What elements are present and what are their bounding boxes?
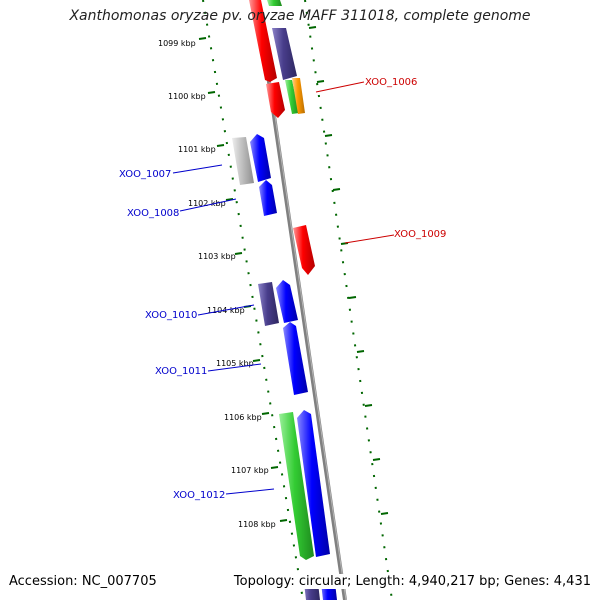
topology-text: Topology: circular; Length: 4,940,217 bp… — [233, 574, 591, 589]
gene-label-xoo-1012[interactable]: XOO_1012 — [173, 490, 225, 501]
tick-label-1100: 1100 kbp — [168, 92, 206, 101]
gene-arrow-green[interactable] — [285, 80, 299, 114]
leader-line — [179, 198, 237, 212]
gene-label-xoo-1010[interactable]: XOO_1010 — [145, 310, 197, 321]
gene-arrow-red[interactable] — [293, 225, 315, 275]
tick-label-1102: 1102 kbp — [188, 199, 226, 208]
gene-arrow-gray[interactable] — [232, 137, 254, 185]
major-tick — [252, 359, 261, 362]
major-tick — [279, 519, 288, 522]
outer-tick — [316, 80, 325, 83]
gene-arrow-green[interactable] — [279, 412, 314, 560]
major-tick — [225, 198, 234, 201]
major-tick — [216, 144, 225, 147]
outer-tick — [308, 26, 317, 29]
gene-label-xoo-1008[interactable]: XOO_1008 — [127, 208, 179, 219]
tick-label-1101: 1101 kbp — [178, 145, 216, 154]
gene-label-xoo-1009[interactable]: XOO_1009 — [394, 229, 446, 240]
leader-line — [207, 363, 262, 372]
gene-arrow-red[interactable] — [249, 0, 277, 82]
outer-tick — [364, 404, 373, 407]
tick-label-1099: 1099 kbp — [158, 39, 196, 48]
gene-arrow-red[interactable] — [266, 82, 285, 118]
gene-arrow-blue[interactable] — [283, 322, 308, 395]
gene-arrow-green[interactable] — [267, 0, 282, 6]
major-tick — [270, 466, 279, 469]
gene-arrow-slate[interactable] — [272, 28, 297, 80]
gene-label-xoo-1011[interactable]: XOO_1011 — [155, 366, 207, 377]
accession-text: Accession: NC_007705 — [9, 574, 157, 589]
map-title: Xanthomonas oryzae pv. oryzae MAFF 31101… — [69, 8, 531, 24]
leader-line — [344, 234, 395, 244]
leader-line — [197, 304, 255, 316]
gene-arrow-slate[interactable] — [258, 282, 279, 326]
leader-line — [315, 81, 365, 93]
tick-label-1105: 1105 kbp — [216, 359, 254, 368]
tick-label-1106: 1106 kbp — [224, 413, 262, 422]
outer-tick — [332, 188, 341, 191]
gene-arrow-orange[interactable] — [292, 78, 305, 114]
major-tick — [207, 91, 216, 94]
gene-arrow-blue[interactable] — [250, 134, 271, 182]
gene-label-xoo-1006[interactable]: XOO_1006 — [365, 77, 417, 88]
tick-label-1103: 1103 kbp — [198, 252, 236, 261]
gene-arrow-blue[interactable] — [297, 410, 330, 557]
gene-label-xoo-1007[interactable]: XOO_1007 — [119, 169, 171, 180]
gene-label-group: XOO_1006 XOO_1007 XOO_1008 XOO_1009 XOO_… — [119, 77, 446, 501]
outer-tick — [380, 512, 389, 515]
outer-tick — [372, 458, 381, 461]
major-tick — [234, 252, 243, 255]
tick-label-1108: 1108 kbp — [238, 520, 276, 529]
tick-label-1107: 1107 kbp — [231, 466, 269, 475]
outer-tick — [348, 296, 357, 299]
gene-arrow-blue[interactable] — [276, 280, 298, 323]
leader-line — [225, 488, 275, 495]
major-tick — [261, 412, 270, 415]
outer-tick — [324, 134, 333, 137]
major-tick — [198, 37, 207, 40]
leader-line — [172, 164, 223, 174]
outer-tick — [356, 350, 365, 353]
ruler-outer-right — [304, 0, 393, 600]
ruler-outer-ticks — [308, 26, 389, 515]
gene-arrow-blue[interactable] — [259, 180, 277, 216]
